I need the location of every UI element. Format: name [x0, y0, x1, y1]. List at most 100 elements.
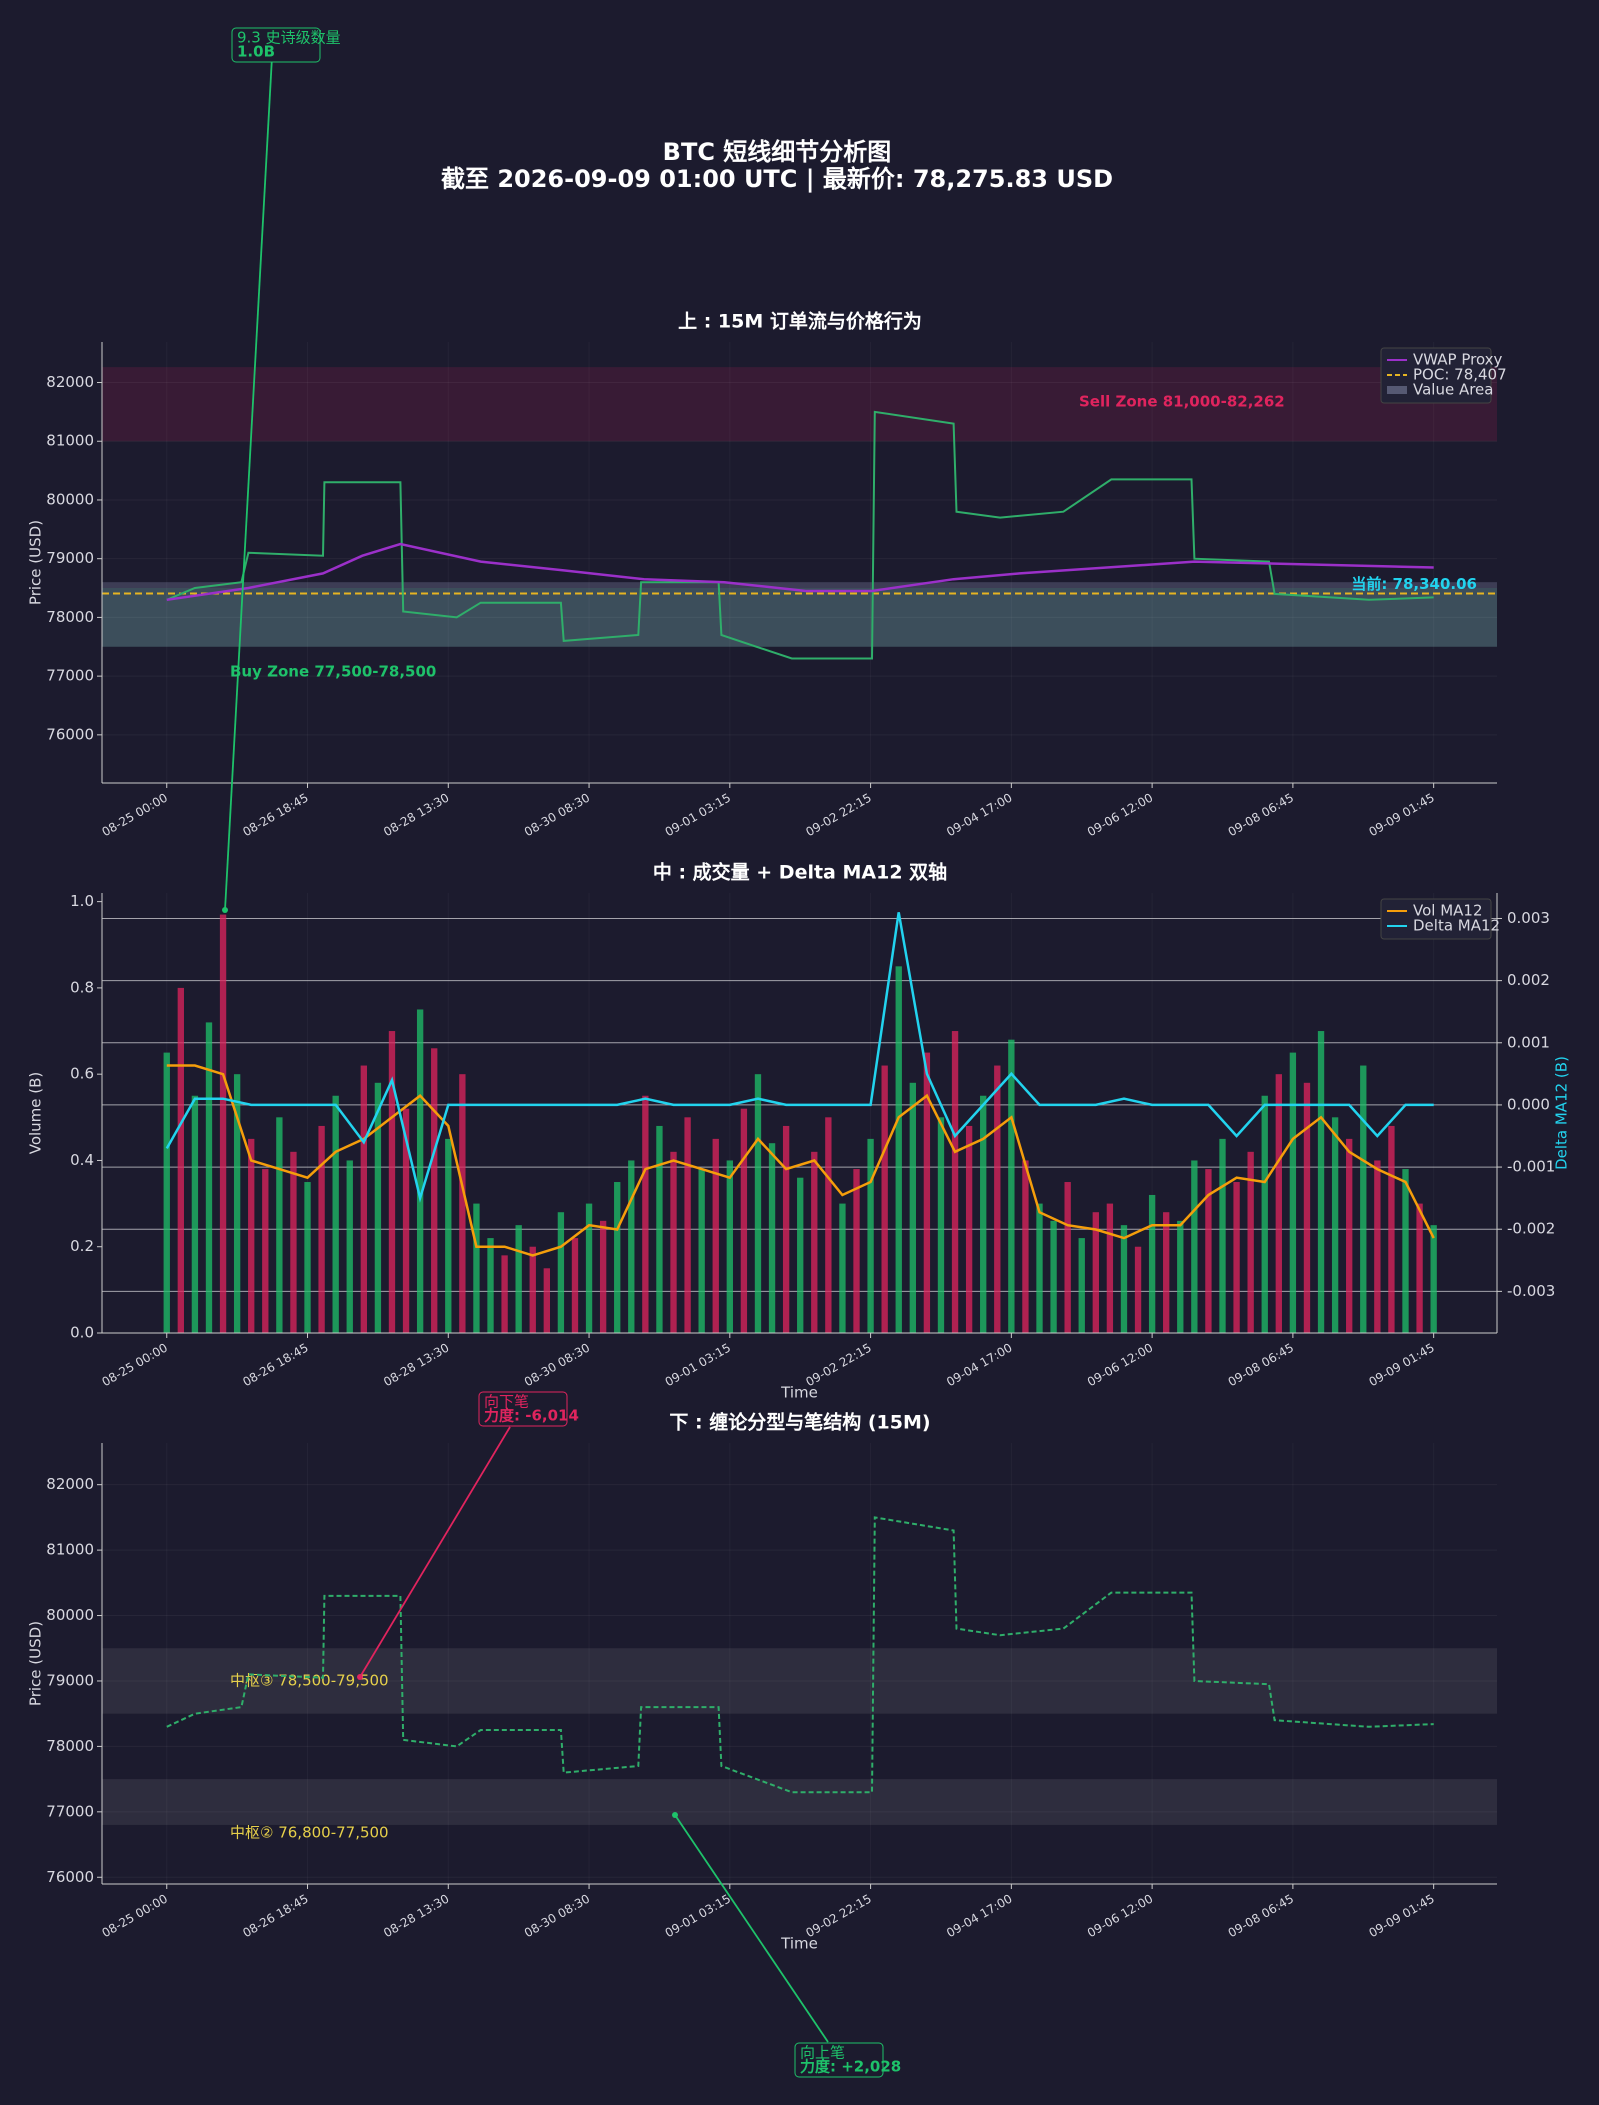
annotation-text: 力度: +2,028	[800, 2058, 901, 2076]
volume-bar	[1247, 1151, 1254, 1333]
volume-bar	[1416, 1203, 1423, 1333]
volume-bar	[1177, 1220, 1184, 1333]
volume-bar	[290, 1151, 297, 1333]
y-tick-label: 78000	[46, 1737, 94, 1755]
volume-bar	[318, 1125, 325, 1333]
volume-bar	[557, 1212, 565, 1333]
volume-bar	[1036, 1203, 1043, 1333]
y-tick-label: 79000	[46, 1671, 94, 1689]
volume-bar	[1163, 1212, 1170, 1333]
x-tick-label: 08-28 13:30	[381, 791, 451, 840]
volume-bar	[1289, 1052, 1297, 1333]
volume-bar	[1134, 1246, 1142, 1333]
volume-bar	[614, 1182, 621, 1333]
volume-bar	[445, 1138, 452, 1333]
legend-label: Delta MA12	[1413, 917, 1500, 935]
y-tick-label: 81000	[46, 1541, 94, 1559]
x-tick-label: 09-04 17:00	[944, 791, 1014, 840]
volume-bar	[1191, 1160, 1198, 1333]
x-tick-label: 08-30 08:30	[522, 1341, 592, 1390]
annotation-text: 1.0B	[237, 43, 275, 61]
volume-bar	[1078, 1238, 1085, 1333]
volume-bar	[1317, 1031, 1325, 1333]
volume-bar	[571, 1238, 579, 1333]
volume-bar	[402, 1108, 410, 1333]
y-tick-label: 81000	[46, 432, 94, 450]
y-tick-label: 80000	[46, 1606, 94, 1624]
volume-bar	[937, 1117, 945, 1333]
x-tick-label: 08-26 18:45	[240, 1892, 310, 1941]
volume-bar	[712, 1138, 719, 1333]
annotation-text: 9.3 史诗级数量	[237, 29, 341, 47]
title-line: BTC 短线细节分析图	[663, 138, 892, 166]
y-tick-label: 0.2	[70, 1237, 94, 1255]
x-tick-label: 08-25 00:00	[100, 1341, 170, 1390]
series-line	[165, 912, 1434, 1203]
volume-bar	[346, 1160, 353, 1333]
zone	[102, 1648, 1497, 1714]
x-tick-label: 09-08 06:45	[1226, 1341, 1296, 1390]
volume-bar	[1148, 1194, 1156, 1333]
x-tick-label: 09-09 01:45	[1366, 791, 1436, 840]
volume-bar	[853, 1169, 860, 1333]
volume-bar	[628, 1160, 635, 1333]
volume-bar	[923, 1052, 931, 1333]
volume-bar	[1331, 1117, 1339, 1333]
y2-axis-label: Delta MA12 (B)	[1553, 1056, 1571, 1170]
y-axis-label: Price (USD)	[27, 520, 45, 605]
volume-bar	[1092, 1212, 1099, 1333]
x-tick-label: 08-25 00:00	[100, 1892, 170, 1941]
volume-bar	[839, 1203, 846, 1333]
x-tick-label: 09-08 06:45	[1226, 791, 1296, 840]
x-axis-label: Time	[780, 1384, 818, 1402]
y-tick-label: 82000	[46, 373, 94, 391]
volume-bar	[670, 1151, 677, 1333]
annotation-arrow	[674, 1814, 829, 2043]
y-axis-label: Price (USD)	[27, 1621, 45, 1706]
volume-bar	[360, 1065, 367, 1333]
legend-label: Value Area	[1413, 381, 1493, 399]
zone-label: Sell Zone 81,000-82,262	[1079, 393, 1285, 411]
panel-title: 中 : 成交量 + Delta MA12 双轴	[653, 861, 947, 884]
x-tick-label: 09-04 17:00	[944, 1892, 1014, 1941]
volume-bar	[965, 1125, 973, 1333]
x-tick-label: 08-26 18:45	[240, 1341, 310, 1390]
annotation-arrow	[224, 56, 273, 911]
y-axis-label: Volume (B)	[27, 1072, 45, 1155]
x-tick-label: 08-28 13:30	[381, 1341, 451, 1390]
volume-bar	[740, 1108, 748, 1333]
volume-bar	[698, 1169, 705, 1333]
volume-bar	[1219, 1138, 1226, 1333]
legend-label: Vol MA12	[1413, 902, 1483, 920]
volume-bar	[1064, 1182, 1071, 1333]
x-tick-label: 08-30 08:30	[522, 791, 592, 840]
annotation-box	[478, 1391, 568, 1427]
volume-bar	[1261, 1095, 1268, 1333]
x-tick-label: 09-02 22:15	[803, 1892, 873, 1941]
arrow-head	[672, 1812, 678, 1818]
zone-label: 中枢② 76,800-77,500	[230, 1823, 389, 1841]
y-tick-label: 79000	[46, 549, 94, 567]
volume-bar	[1275, 1074, 1282, 1333]
volume-bar	[585, 1203, 593, 1333]
volume-bar	[1374, 1160, 1381, 1333]
zone	[102, 367, 1497, 442]
volume-bar	[768, 1143, 776, 1333]
y2-tick-label: 0.001	[1507, 1033, 1550, 1051]
volume-bar	[684, 1117, 691, 1333]
volume-bar	[1360, 1065, 1367, 1333]
volume-bar	[163, 1052, 170, 1333]
volume-bar	[501, 1255, 508, 1333]
volume-bar	[1402, 1169, 1409, 1333]
volume-bar	[191, 1095, 199, 1333]
zone-label: Buy Zone 77,500-78,500	[230, 662, 436, 680]
x-tick-label: 09-01 03:15	[663, 1892, 733, 1941]
volume-bar	[867, 1138, 874, 1333]
x-tick-label: 09-01 03:15	[663, 1341, 733, 1390]
volume-bar	[909, 1082, 916, 1333]
y2-tick-label: 0.003	[1507, 909, 1550, 927]
volume-bar	[642, 1095, 649, 1333]
volume-bar	[374, 1082, 382, 1333]
volume-bar	[1050, 1220, 1057, 1333]
